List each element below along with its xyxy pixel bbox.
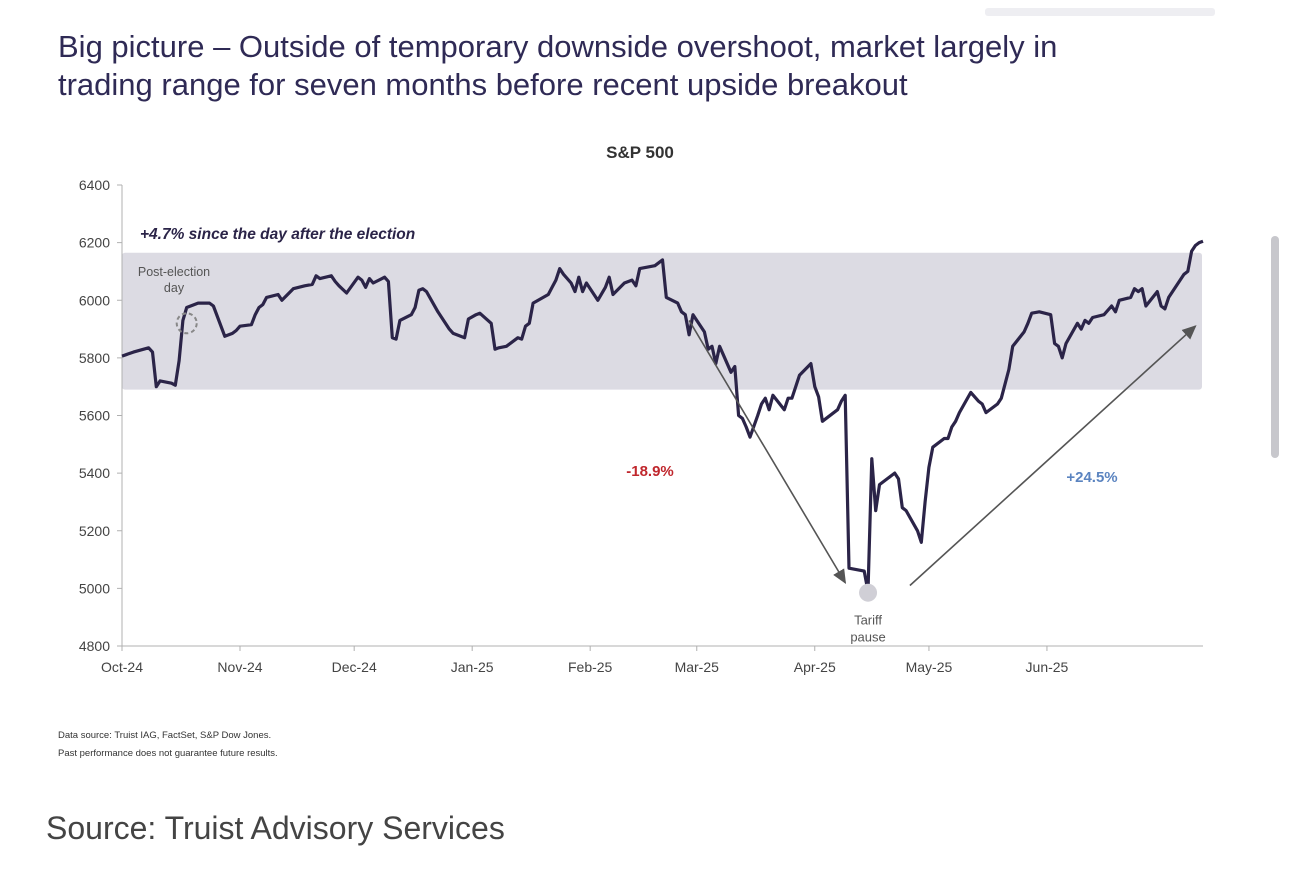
post-election-label: Post-election — [138, 265, 210, 279]
x-axis: Oct-24 Nov-24 Dec-24 Jan-25 Feb-25 Mar-25 Apr-… — [101, 645, 1203, 675]
y-tick-label: 5600 — [79, 408, 110, 424]
data-source-note: Data source: Truist IAG, FactSet, S&P Do… — [58, 730, 272, 741]
since-election-annotation: +4.7% since the day after the election — [140, 226, 415, 243]
trading-range-band — [122, 252, 1202, 390]
sp500-line-chart: 4800 5000 5200 5400 5600 5800 6000 6200 6400 Oct… — [79, 143, 1204, 675]
x-tick-label: Mar-25 — [675, 659, 720, 675]
y-tick-label: 5000 — [79, 580, 110, 596]
x-tick-label: Feb-25 — [568, 659, 613, 675]
tariff-pause-label-2: pause — [850, 630, 885, 645]
drawdown-label: -18.9% — [626, 463, 674, 480]
y-tick-label: 5800 — [79, 350, 110, 366]
x-tick-label: Jun-25 — [1026, 659, 1069, 675]
performance-disclaimer: Past performance does not guarantee futu… — [58, 748, 278, 759]
y-tick-label: 5400 — [79, 465, 110, 481]
tariff-pause-marker — [859, 583, 878, 602]
title-line-2: trading range for seven months before re… — [58, 67, 908, 102]
x-tick-label: May-25 — [906, 659, 953, 675]
tariff-pause-label: Tariff — [854, 613, 882, 628]
x-tick-label: Oct-24 — [101, 659, 143, 675]
post-election-label-day: day — [164, 281, 185, 295]
page-title: Big picture – Outside of temporary downs… — [58, 28, 1218, 104]
y-tick-label: 4800 — [79, 638, 110, 654]
x-tick-label: Apr-25 — [794, 659, 836, 675]
y-axis: 4800 5000 5200 5400 5600 5800 6000 6200 6400 — [79, 177, 123, 654]
y-tick-label: 6400 — [79, 177, 110, 193]
y-tick-label: 6000 — [79, 292, 110, 308]
y-tick-label: 5200 — [79, 523, 110, 539]
rally-label: +24.5% — [1066, 469, 1117, 486]
rally-arrow — [909, 325, 1197, 587]
annotations: +4.7% since the day after the election Po… — [138, 226, 1197, 645]
title-line-1: Big picture – Outside of temporary downs… — [58, 29, 1058, 64]
drawdown-arrow — [688, 320, 847, 584]
x-tick-label: Jan-25 — [451, 659, 494, 675]
chart-title: S&P 500 — [606, 143, 674, 162]
header-ghost-text — [985, 8, 1215, 16]
scrollbar-thumb[interactable] — [1271, 236, 1279, 458]
source-caption: Source: Truist Advisory Services — [46, 810, 505, 846]
x-tick-label: Dec-24 — [332, 659, 377, 675]
footnotes: Data source: Truist IAG, FactSet, S&P Do… — [58, 727, 278, 763]
y-tick-label: 6200 — [79, 235, 110, 251]
x-tick-label: Nov-24 — [217, 659, 262, 675]
